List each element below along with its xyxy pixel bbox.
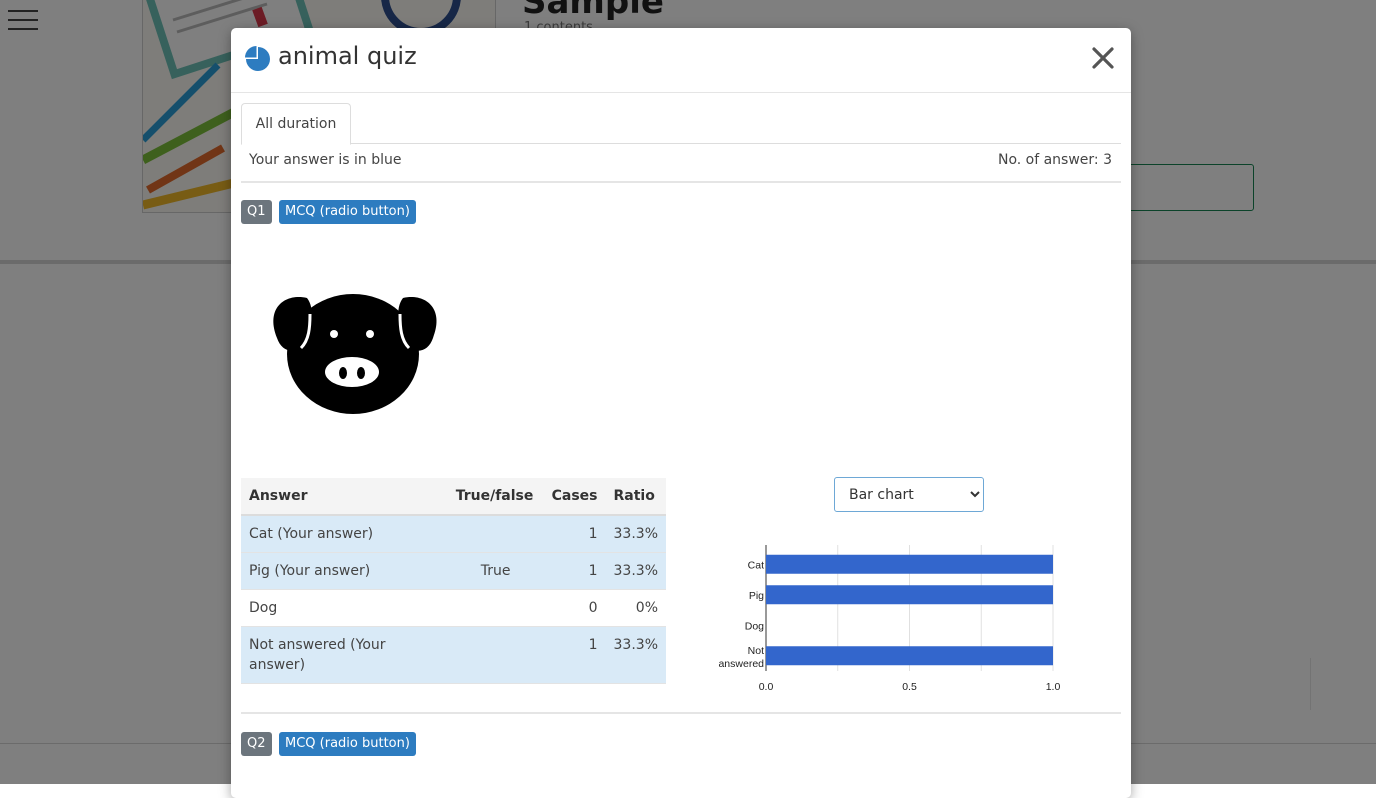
chart-category-label: Not answered [718,645,764,670]
chart-bar [766,646,1053,666]
chart-category-label: Dog [745,620,764,632]
answer-cell: Not answered (Your answer) [241,626,448,684]
table-row: Pig (Your answer) True 1 33.3% [241,552,666,590]
chart-category-label: Pig [749,590,764,602]
modal-title: animal quiz [278,42,417,70]
table-row: Dog 0 0% [241,589,666,627]
chart-tick-label: 1.0 [1046,681,1061,693]
answer-count: No. of answer: 3 [997,152,1112,168]
your-answer-note: Your answer is in blue [249,152,402,168]
answer-cell: Cat (Your answer) [241,515,448,553]
cases-cell: 1 [543,626,606,684]
chart-category-label: Cat [748,559,764,571]
true-false-cell [447,626,544,684]
column-header-answer: Answer [241,478,448,516]
ratio-cell: 33.3% [605,626,666,684]
tab-all-duration[interactable]: All duration [241,103,351,145]
table-row: Cat (Your answer) 1 33.3% [241,515,666,553]
cases-cell: 1 [543,515,606,553]
chart-tick-label: 0.0 [759,681,774,693]
divider [241,181,1121,183]
question-type-badge: MCQ (radio button) [279,200,416,224]
ratio-cell: 33.3% [605,515,666,553]
table-row: Not answered (Your answer) 1 33.3% [241,626,666,684]
answer-cell: Pig (Your answer) [241,552,448,590]
statistics-modal: animal quiz All duration Your answer is … [231,28,1131,798]
column-header-cases: Cases [543,478,606,516]
ratio-cell: 0% [605,589,666,627]
answers-table: Answer True/false Cases Ratio Cat (Your … [241,478,666,684]
cases-cell: 1 [543,552,606,590]
chart-tick-label: 0.5 [902,681,917,693]
pie-chart-icon [245,46,270,71]
column-header-ratio: Ratio [605,478,666,516]
question-number-badge: Q1 [241,200,272,224]
divider [241,712,1121,714]
column-header-true-false: True/false [447,478,544,516]
cases-cell: 0 [543,589,606,627]
close-icon[interactable] [1089,44,1117,72]
table-header-row: Answer True/false Cases Ratio [241,478,666,516]
answers-bar-chart: Cat Pig Dog Not answered 0.0 0.5 1.0 [718,545,1061,693]
tab-divider [241,143,1121,144]
chart-bar [766,554,1053,574]
true-false-cell: True [447,552,544,590]
true-false-cell [447,515,544,553]
chart-type-select[interactable]: Bar chart [834,477,984,512]
modal-header: animal quiz [231,28,1131,93]
answer-cell: Dog [241,589,448,627]
pig-image [245,248,467,466]
question-number-badge: Q2 [241,732,272,756]
true-false-cell [447,589,544,627]
chart-bar [766,585,1053,605]
question-type-badge: MCQ (radio button) [279,732,416,756]
ratio-cell: 33.3% [605,552,666,590]
